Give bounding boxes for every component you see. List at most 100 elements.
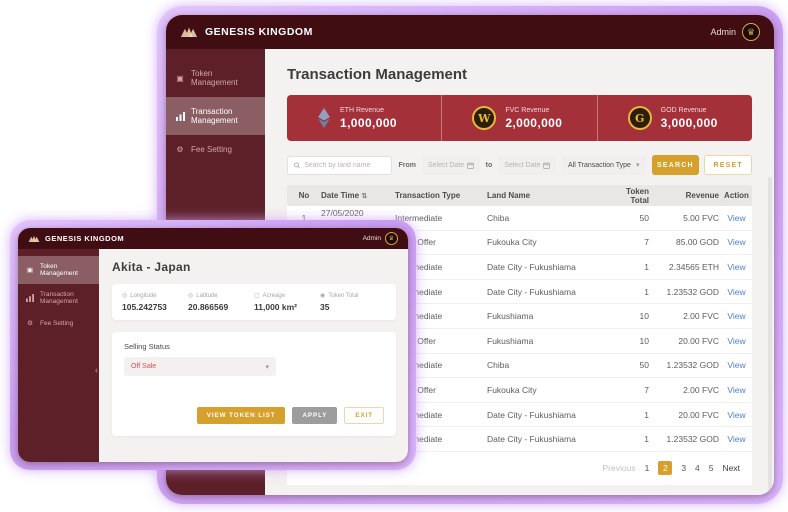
stat-value: 105.242753 <box>122 302 167 312</box>
cell-land: Date City - Fukushiama <box>487 261 576 272</box>
cell-tokens: 50 <box>639 212 649 223</box>
sidebar-item-label: Token Management <box>191 69 238 87</box>
eth-icon <box>318 108 330 128</box>
apply-button[interactable]: APPLY <box>292 407 338 424</box>
calendar-icon <box>466 161 474 169</box>
col-action: Action <box>724 191 749 200</box>
token-total-icon: ◉ <box>320 293 326 299</box>
bar-chart-icon <box>25 294 35 302</box>
admin-avatar[interactable]: ♛ <box>385 232 398 245</box>
pagination-page-2-active[interactable]: 2 <box>658 460 673 475</box>
revenue-label: ETH Revenue <box>340 106 384 114</box>
cell-type: Intermediate <box>395 434 443 445</box>
reset-button[interactable]: RESET <box>704 155 752 175</box>
search-input[interactable] <box>304 161 386 169</box>
god-coin-icon: G <box>627 106 652 130</box>
sidebar: ▣ Token Management Transaction Managemen… <box>18 249 99 462</box>
vertical-scrollbar[interactable] <box>768 177 772 495</box>
view-link[interactable]: View <box>727 261 746 272</box>
col-land-name: Land Name <box>487 191 531 200</box>
view-link[interactable]: View <box>727 335 746 346</box>
cell-revenue: 2.00 FVC <box>683 311 719 322</box>
pagination-page-4[interactable]: 4 <box>695 462 700 473</box>
sidebar-item-transaction-management[interactable]: Transaction Management <box>18 284 99 312</box>
land-detail-window: GENESIS KINGDOM Admin ♛ ▣ Token Manageme… <box>18 228 408 462</box>
chevron-down-icon: ▾ <box>265 363 269 371</box>
cell-land: Chiba <box>487 360 510 371</box>
pagination-page-5[interactable]: 5 <box>708 462 714 473</box>
selling-status-select[interactable]: Off Sale ▾ <box>124 357 276 376</box>
fee-gear-icon: ⚙ <box>27 320 33 327</box>
view-link[interactable]: View <box>727 286 746 297</box>
view-link[interactable]: View <box>727 237 746 248</box>
cell-revenue: 1.23532 GOD <box>666 360 719 371</box>
cell-type: Intermediate <box>395 311 443 322</box>
view-link[interactable]: View <box>727 360 746 371</box>
stat-value: 20.866569 <box>188 302 229 312</box>
cell-revenue: 1.23532 GOD <box>666 286 719 297</box>
token-icon: ▣ <box>176 73 184 83</box>
col-no: No <box>298 191 310 200</box>
sidebar-item-token-management[interactable]: ▣ Token Management <box>18 256 99 284</box>
sidebar-item-transaction-management[interactable]: Transaction Management <box>166 97 265 135</box>
table-header-row: No Date Time ⇅ Transaction Type Land Nam… <box>287 185 752 206</box>
stat-latitude: ◎ Latitude 20.866569 <box>188 292 254 313</box>
sidebar-item-token-management[interactable]: ▣ Token Management <box>166 59 265 97</box>
token-icon: ▣ <box>26 267 34 274</box>
view-link[interactable]: View <box>727 384 746 395</box>
transaction-window-frame: GENESIS KINGDOM Admin ♛ ▣ Token Manageme… <box>157 6 783 504</box>
search-field[interactable] <box>287 155 393 175</box>
view-token-list-button[interactable]: VIEW TOKEN LIST <box>196 407 286 424</box>
col-date-time[interactable]: Date Time ⇅ <box>321 191 395 200</box>
search-icon <box>294 161 301 169</box>
cell-land: Fukouka City <box>487 384 537 395</box>
sidebar-item-fee-setting[interactable]: ⚙ Fee Setting <box>18 312 99 334</box>
cell-tokens: 1 <box>644 434 649 445</box>
admin-avatar[interactable]: ♛ <box>742 23 760 41</box>
view-link[interactable]: View <box>727 409 746 420</box>
pagination-page-1[interactable]: 1 <box>644 462 650 473</box>
cell-type: Intermediate <box>395 409 443 420</box>
date-to-field[interactable]: Select Date <box>498 155 556 175</box>
cell-land: Chiba <box>487 212 510 223</box>
col-revenue: Revenue <box>685 191 719 200</box>
cell-land: Fukushiama <box>487 311 534 322</box>
table-row: Intermediate Chiba 50 1.23532 GOD View <box>287 354 752 379</box>
fee-gear-icon: ⚙ <box>176 145 184 154</box>
to-label: to <box>485 161 493 169</box>
cell-revenue: 2.00 FVC <box>683 384 719 395</box>
view-link[interactable]: View <box>727 311 746 322</box>
revenue-banner: ETH Revenue 1,000,000 W FVC Revenue 2,00… <box>287 95 752 141</box>
revenue-value: 1,000,000 <box>340 115 397 130</box>
sidebar-collapse-chevron-left-icon[interactable]: ‹ <box>95 365 98 376</box>
god-revenue-segment: G GOD Revenue 3,000,000 <box>596 95 752 141</box>
search-button[interactable]: SEARCH <box>651 155 700 175</box>
calendar-icon <box>543 161 550 169</box>
bar-chart-icon <box>175 111 185 121</box>
pagination-previous[interactable]: Previous <box>602 462 636 473</box>
admin-area[interactable]: Admin ♛ <box>363 232 398 245</box>
pagination-next[interactable]: Next <box>722 462 740 473</box>
stat-value: 11,000 km² <box>254 302 298 312</box>
cell-tokens: 10 <box>639 335 649 346</box>
from-label: From <box>398 161 416 169</box>
sidebar-item-fee-setting[interactable]: ⚙ Fee Setting <box>166 135 265 164</box>
selling-status-value: Off Sale <box>131 363 157 370</box>
exit-button[interactable]: EXIT <box>344 407 384 424</box>
avatar-crown-icon: ♛ <box>388 236 395 242</box>
view-link[interactable]: View <box>727 212 746 223</box>
cell-tokens: 50 <box>639 360 649 371</box>
stat-acreage: ▢ Acreage 11,000 km² <box>254 292 320 313</box>
pagination-page-3[interactable]: 3 <box>681 462 687 473</box>
selling-status-label: Selling Status <box>124 342 170 351</box>
cell-no: 1 <box>301 212 307 223</box>
eth-revenue-segment: ETH Revenue 1,000,000 <box>287 95 441 141</box>
sort-icon[interactable]: ⇅ <box>361 193 368 200</box>
land-detail-window-frame: GENESIS KINGDOM Admin ♛ ▣ Token Manageme… <box>10 220 416 470</box>
brand-title: GENESIS KINGDOM <box>205 26 313 38</box>
sidebar-item-label: Token Management <box>40 263 78 277</box>
admin-area[interactable]: Admin ♛ <box>710 23 760 41</box>
date-from-field[interactable]: Select Date <box>421 155 480 175</box>
view-link[interactable]: View <box>727 434 746 445</box>
transaction-type-select[interactable]: All Transaction Type ▾ <box>561 155 647 175</box>
